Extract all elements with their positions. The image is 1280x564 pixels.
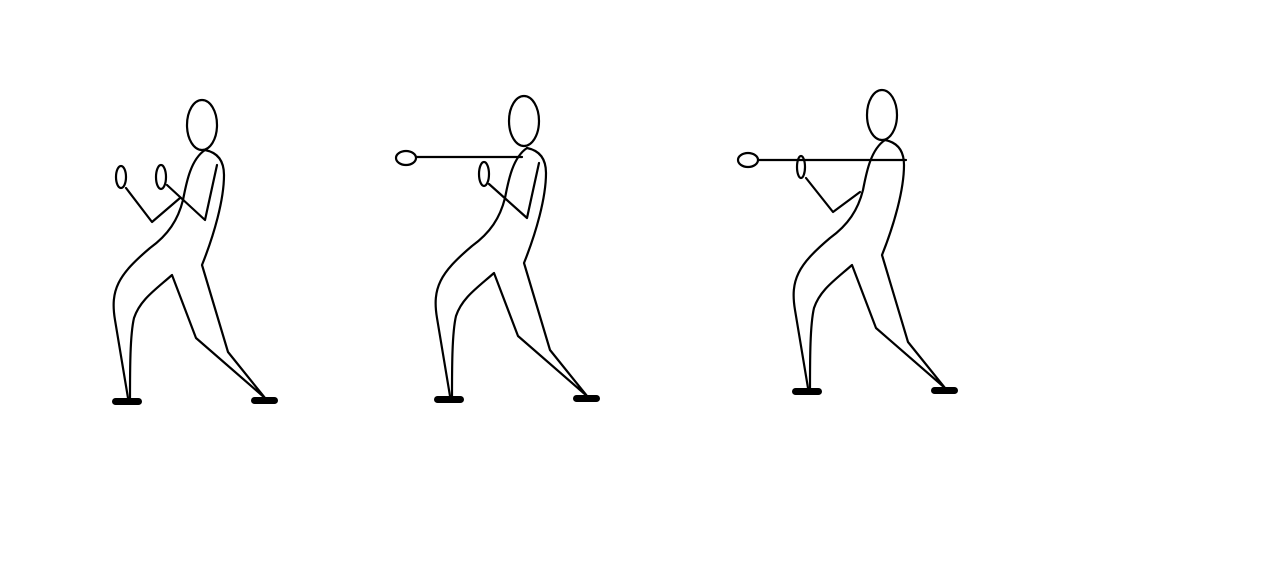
figure-1 xyxy=(110,98,280,407)
figure-2 xyxy=(394,94,602,405)
figure-3 xyxy=(736,88,960,397)
